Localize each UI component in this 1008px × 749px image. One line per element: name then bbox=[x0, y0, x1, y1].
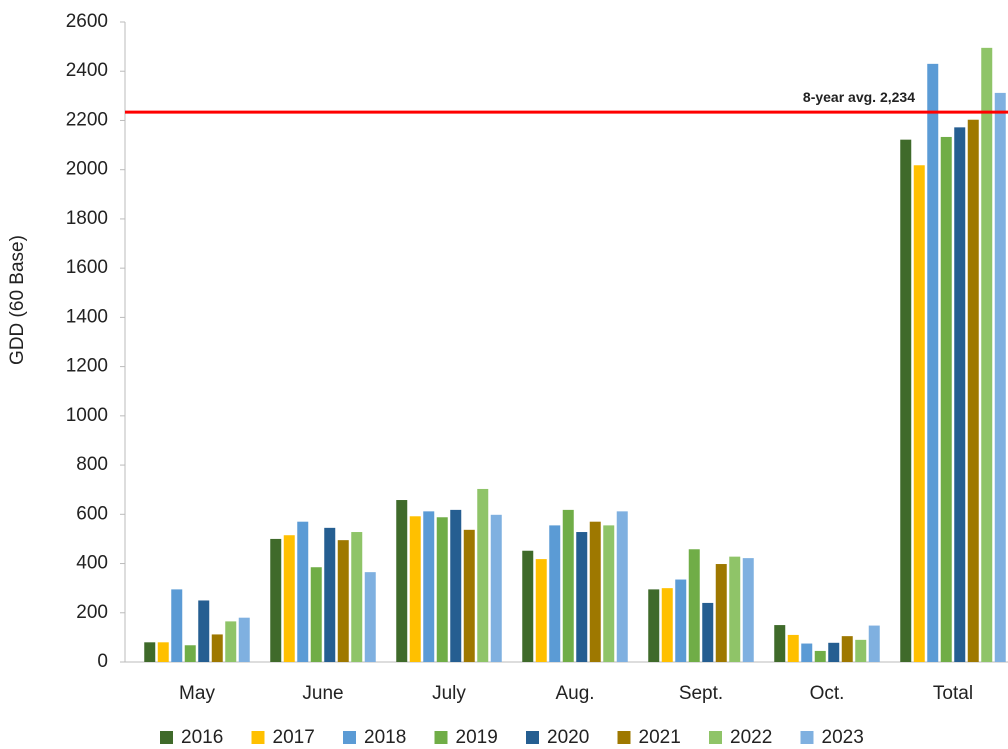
bar bbox=[774, 625, 786, 662]
legend-swatch bbox=[251, 731, 265, 744]
bar bbox=[814, 650, 826, 662]
legend-swatch bbox=[800, 731, 814, 744]
x-tick-label: June bbox=[302, 683, 343, 704]
x-tick-label: Sept. bbox=[679, 683, 723, 704]
bar bbox=[490, 514, 502, 662]
bar bbox=[715, 564, 727, 662]
x-tick-label: July bbox=[432, 683, 466, 704]
bar bbox=[927, 63, 939, 663]
bar bbox=[351, 532, 363, 662]
y-tick-label: 2000 bbox=[66, 159, 108, 180]
bar bbox=[648, 589, 660, 662]
legend-swatch bbox=[709, 731, 722, 744]
x-tick-label: Total bbox=[933, 683, 973, 704]
y-tick-label: 1200 bbox=[66, 356, 108, 377]
bar bbox=[535, 559, 547, 662]
legend-label: 2018 bbox=[364, 727, 406, 748]
bar bbox=[801, 643, 813, 662]
bar bbox=[702, 602, 714, 662]
bar bbox=[940, 136, 952, 662]
legend-label: 2022 bbox=[730, 727, 772, 748]
y-tick-label: 2400 bbox=[66, 60, 108, 81]
y-tick-label: 0 bbox=[97, 651, 108, 672]
bar bbox=[742, 558, 754, 662]
y-axis-label: GDD (60 Base) bbox=[7, 235, 28, 365]
y-tick-label: 800 bbox=[76, 454, 108, 475]
y-tick-label: 2600 bbox=[66, 11, 108, 32]
legend-label: 2021 bbox=[639, 727, 681, 748]
bar bbox=[549, 525, 561, 662]
bar bbox=[616, 511, 628, 662]
bar bbox=[981, 47, 993, 663]
bar bbox=[211, 634, 223, 662]
reference-label: 8-year avg. 2,234 bbox=[803, 89, 915, 105]
bar bbox=[409, 516, 421, 662]
legend-label: 2016 bbox=[181, 727, 223, 748]
bar bbox=[463, 529, 475, 662]
y-tick-label: 2200 bbox=[66, 109, 108, 130]
y-tick-label: 1600 bbox=[66, 257, 108, 278]
y-tick-label: 1000 bbox=[66, 405, 108, 426]
bar bbox=[270, 538, 282, 662]
bar bbox=[900, 139, 912, 662]
x-tick-label: May bbox=[179, 683, 215, 704]
bar bbox=[522, 550, 534, 662]
bar bbox=[423, 511, 435, 662]
bar bbox=[589, 521, 601, 662]
bar bbox=[603, 525, 615, 662]
bar bbox=[238, 617, 250, 662]
bar bbox=[576, 532, 588, 662]
bar bbox=[967, 119, 979, 662]
legend-label: 2020 bbox=[547, 727, 589, 748]
bar bbox=[688, 549, 700, 662]
bar bbox=[661, 588, 673, 662]
bar bbox=[787, 634, 799, 662]
y-tick-label: 1800 bbox=[66, 208, 108, 229]
bar bbox=[436, 517, 448, 662]
bar bbox=[171, 589, 183, 662]
y-tick-label: 400 bbox=[76, 553, 108, 574]
bar bbox=[954, 127, 966, 663]
legend-swatch bbox=[526, 731, 539, 744]
bar bbox=[225, 621, 237, 662]
bar bbox=[283, 535, 295, 662]
bar bbox=[450, 509, 462, 662]
x-tick-label: Oct. bbox=[810, 683, 845, 704]
bar bbox=[855, 639, 867, 662]
bar bbox=[562, 509, 574, 662]
bar bbox=[994, 92, 1006, 662]
legend-label: 2023 bbox=[822, 727, 864, 748]
bar bbox=[868, 625, 880, 662]
bar bbox=[913, 165, 925, 662]
bar bbox=[324, 527, 336, 662]
bar bbox=[729, 556, 741, 662]
bar bbox=[144, 642, 156, 662]
legend-label: 2019 bbox=[456, 727, 498, 748]
legend-swatch bbox=[160, 731, 173, 744]
y-tick-label: 600 bbox=[76, 503, 108, 524]
bar bbox=[828, 642, 840, 662]
bar bbox=[157, 642, 169, 662]
legend-swatch bbox=[617, 731, 631, 744]
bar bbox=[477, 488, 489, 662]
bar bbox=[310, 567, 322, 662]
bar bbox=[337, 540, 349, 662]
bar bbox=[675, 579, 687, 662]
legend-swatch bbox=[343, 731, 356, 744]
bar bbox=[184, 645, 196, 662]
bar bbox=[841, 636, 853, 662]
y-tick-label: 200 bbox=[76, 602, 108, 623]
bar bbox=[364, 572, 376, 662]
y-tick-label: 1400 bbox=[66, 306, 108, 327]
x-tick-label: Aug. bbox=[555, 683, 594, 704]
bar bbox=[198, 600, 210, 662]
bar bbox=[396, 500, 408, 662]
legend-label: 2017 bbox=[273, 727, 315, 748]
legend-swatch bbox=[434, 731, 448, 744]
bar bbox=[297, 521, 309, 662]
